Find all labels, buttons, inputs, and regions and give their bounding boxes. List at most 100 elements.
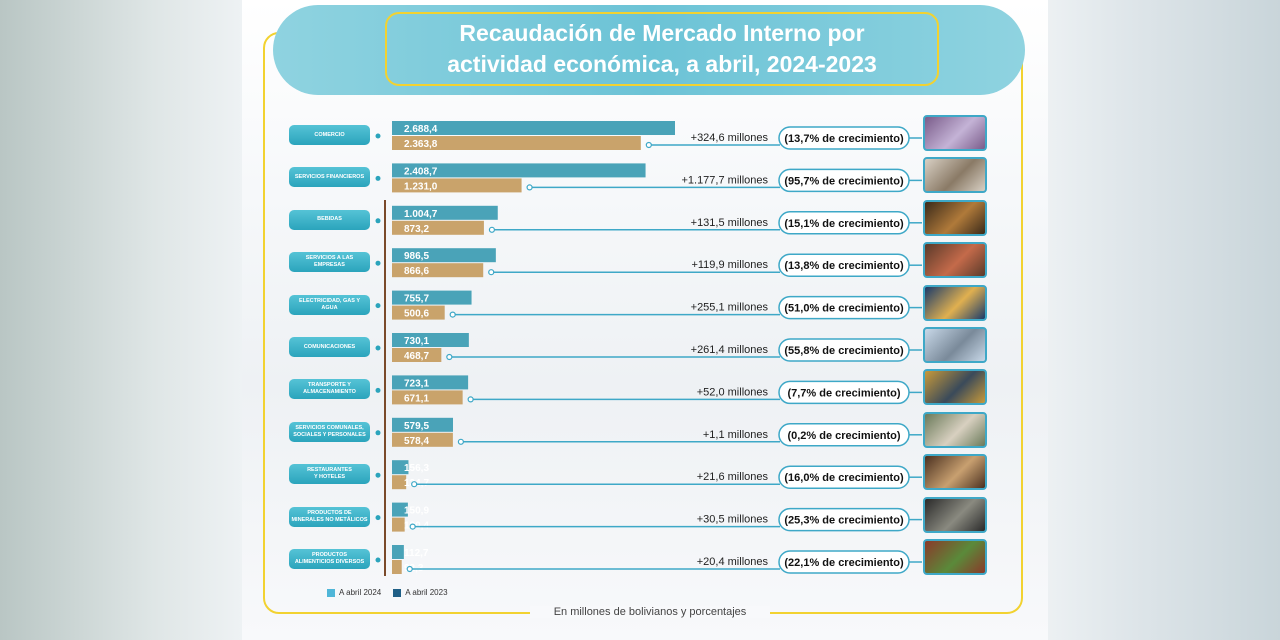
connector-dot — [446, 353, 453, 361]
bar-2024 — [392, 502, 408, 517]
category-label: PRODUCTOS DE MINERALES NO METÁLICOS — [289, 506, 370, 527]
bar-label-2023: 1.231,0 — [404, 181, 438, 192]
bar-label-2023: 578,4 — [404, 436, 429, 447]
bar-2023 — [392, 263, 484, 278]
bar-label-2024: 150,9 — [404, 506, 429, 517]
legend-item-2023: A abril 2023 — [393, 588, 448, 597]
bar-2024 — [392, 417, 454, 432]
category-label: BEBIDAS — [289, 209, 370, 230]
difference-label: +1.177,7 millones — [681, 174, 768, 186]
chart-title: Recaudación de Mercado Interno por activ… — [447, 20, 877, 77]
difference-label: +1,1 millones — [703, 429, 769, 441]
category-dot — [375, 303, 381, 309]
difference-label: +119,9 millones — [691, 259, 768, 271]
bar-2023 — [392, 432, 453, 447]
bar-label-2023: 468,7 — [404, 351, 429, 362]
bar-label-2024: 986,5 — [404, 251, 429, 262]
warehouse-forklift-photo — [923, 369, 987, 406]
growth-label: (16,0% de crecimiento) — [784, 472, 904, 484]
category-dot — [375, 430, 381, 436]
category-dot — [375, 260, 381, 266]
bar-2023 — [392, 517, 405, 532]
legend-label-2023: A abril 2023 — [405, 588, 448, 597]
category-label: SERVICIOS COMUNALES, SOCIALES Y PERSONAL… — [289, 421, 370, 442]
connector-dot — [449, 311, 456, 318]
units-note: En millones de bolivianos y porcentajes — [530, 606, 770, 618]
growth-label: (22,1% de crecimiento) — [784, 557, 904, 569]
bar-label-2023: 873,2 — [404, 224, 429, 235]
bar-2024 — [392, 375, 469, 390]
bar-2024 — [392, 205, 498, 220]
connector-dot — [488, 269, 495, 276]
bar-2023 — [392, 178, 522, 193]
legend: A abril 2024 A abril 2023 — [327, 588, 448, 597]
bar-label-2023: 671,1 — [404, 393, 429, 404]
bar-2023 — [392, 475, 407, 490]
power-lines-photo — [923, 327, 987, 363]
bar-2023 — [392, 348, 442, 362]
category-label: ELECTRICIDAD, GAS Y AGUA — [289, 294, 370, 315]
bar-2023 — [392, 305, 445, 320]
bar-label-2023: 866,6 — [404, 266, 429, 277]
business-services-photo — [923, 242, 987, 279]
community-services-photo — [923, 411, 987, 448]
electricity-gas-photo — [923, 284, 987, 321]
connector-dot — [645, 141, 652, 149]
bar-label-2023: 500,6 — [404, 309, 429, 320]
connector-dot — [411, 481, 418, 488]
bar-2024 — [392, 460, 409, 475]
difference-label: +255,1 millones — [691, 302, 769, 314]
category-dot — [375, 345, 381, 351]
bar-2023 — [392, 136, 641, 150]
legend-label-2024: A abril 2024 — [339, 588, 382, 597]
category-dot — [375, 387, 381, 393]
category-dot — [375, 175, 381, 181]
difference-label: +261,4 millones — [691, 344, 769, 356]
difference-label: +52,0 millones — [697, 386, 769, 398]
bar-label-2024: 156,3 — [404, 463, 429, 474]
bar-label-2024: 755,7 — [404, 294, 429, 305]
bar-label-2024: 2.408,7 — [404, 166, 438, 177]
category-dot — [375, 472, 381, 478]
connector-dot — [526, 184, 533, 191]
legend-item-2024: A abril 2024 — [327, 588, 381, 597]
category-label: PRODUCTOS ALIMENTICIOS DIVERSOS — [289, 549, 370, 569]
connector-dot — [457, 438, 464, 445]
restaurant-photo — [923, 454, 987, 491]
mineral-products-photo — [923, 496, 987, 533]
difference-label: +30,5 millones — [697, 514, 769, 526]
title-box: Recaudación de Mercado Interno por activ… — [385, 12, 939, 86]
difference-label: +21,6 millones — [697, 471, 769, 483]
category-label: SERVICIOS A LAS EMPRESAS — [289, 252, 370, 273]
growth-label: (15,1% de crecimiento) — [784, 218, 904, 230]
bar-2024 — [392, 163, 646, 178]
category-dot — [375, 557, 381, 563]
shop-shelves-photo — [923, 115, 987, 151]
category-dot — [375, 133, 381, 139]
bar-2024 — [392, 545, 404, 559]
category-label: SERVICIOS FINANCIEROS — [289, 167, 370, 188]
bar-label-2024: 730,1 — [404, 336, 429, 347]
bar-2023 — [392, 390, 463, 405]
bar-label-2024: 579,5 — [404, 421, 429, 432]
connector-dot — [409, 523, 416, 530]
bar-2024 — [392, 121, 675, 135]
bar-label-2023: 2.363,8 — [404, 139, 438, 150]
bar-label-2024: 112,7 — [404, 548, 429, 559]
bar-2024 — [392, 248, 496, 263]
growth-label: (0,2% de crecimiento) — [787, 430, 900, 442]
bar-2024 — [392, 333, 469, 347]
category-label: RESTAURANTES Y HOTELES — [289, 464, 370, 485]
bar-label-2024: 723,1 — [404, 378, 429, 389]
legend-swatch-2024 — [327, 588, 335, 597]
category-dot — [375, 218, 381, 224]
food-market-photo — [923, 539, 987, 575]
bar-label-2024: 2.688,4 — [404, 124, 438, 135]
category-label: TRANSPORTE Y ALMACENAMIENTO — [289, 379, 370, 400]
growth-label: (25,3% de crecimiento) — [784, 515, 904, 527]
infographic-card — [242, 0, 1048, 640]
bar-2023 — [392, 220, 484, 235]
growth-label: (13,7% de crecimiento) — [784, 133, 904, 145]
connector-dot — [467, 396, 474, 403]
